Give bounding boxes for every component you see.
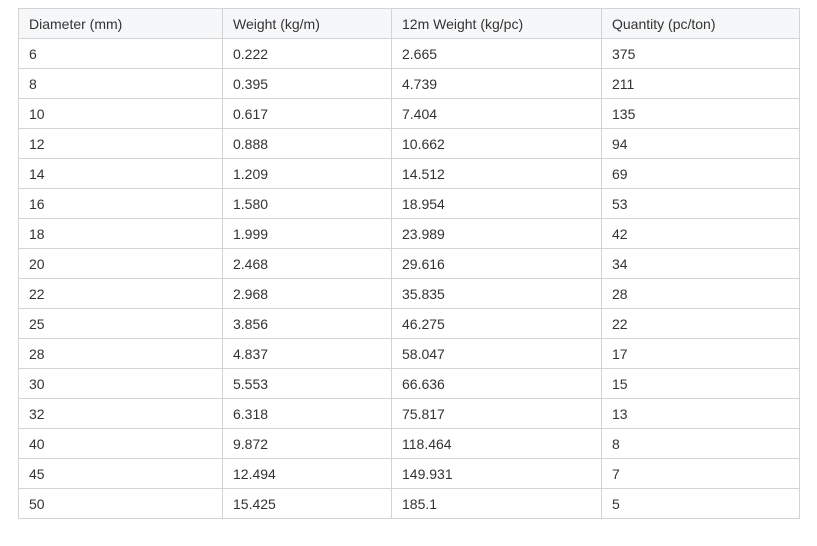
cell-12m-weight: 149.931 (391, 458, 602, 489)
table-header-row: Diameter (mm) Weight (kg/m) 12m Weight (… (18, 8, 800, 39)
cell-diameter: 28 (18, 338, 223, 369)
cell-weight: 0.222 (222, 38, 392, 69)
cell-12m-weight: 14.512 (391, 158, 602, 189)
cell-weight: 5.553 (222, 368, 392, 399)
table-row: 22 2.968 35.835 28 (18, 278, 800, 309)
cell-diameter: 25 (18, 308, 223, 339)
cell-weight: 9.872 (222, 428, 392, 459)
cell-weight: 0.617 (222, 98, 392, 129)
header-weight: Weight (kg/m) (222, 8, 392, 39)
table-body: 6 0.222 2.665 375 8 0.395 4.739 211 10 0.617 7.404… (18, 38, 800, 519)
cell-diameter: 32 (18, 398, 223, 429)
cell-12m-weight: 58.047 (391, 338, 602, 369)
header-diameter: Diameter (mm) (18, 8, 223, 39)
cell-quantity: 8 (601, 428, 800, 459)
cell-quantity: 5 (601, 488, 800, 519)
cell-weight: 12.494 (222, 458, 392, 489)
header-12m-weight: 12m Weight (kg/pc) (391, 8, 602, 39)
cell-weight: 1.580 (222, 188, 392, 219)
cell-weight: 0.395 (222, 68, 392, 99)
table-row: 18 1.999 23.989 42 (18, 218, 800, 249)
cell-12m-weight: 2.665 (391, 38, 602, 69)
cell-quantity: 34 (601, 248, 800, 279)
cell-weight: 15.425 (222, 488, 392, 519)
cell-quantity: 7 (601, 458, 800, 489)
table-row: 45 12.494 149.931 7 (18, 458, 800, 489)
cell-12m-weight: 66.636 (391, 368, 602, 399)
cell-weight: 3.856 (222, 308, 392, 339)
cell-12m-weight: 75.817 (391, 398, 602, 429)
cell-weight: 2.468 (222, 248, 392, 279)
cell-diameter: 40 (18, 428, 223, 459)
cell-diameter: 50 (18, 488, 223, 519)
cell-12m-weight: 23.989 (391, 218, 602, 249)
cell-quantity: 28 (601, 278, 800, 309)
rebar-weight-table: Diameter (mm) Weight (kg/m) 12m Weight (… (18, 8, 800, 519)
cell-12m-weight: 118.464 (391, 428, 602, 459)
table-row: 12 0.888 10.662 94 (18, 128, 800, 159)
cell-quantity: 135 (601, 98, 800, 129)
cell-diameter: 30 (18, 368, 223, 399)
cell-12m-weight: 4.739 (391, 68, 602, 99)
cell-12m-weight: 18.954 (391, 188, 602, 219)
cell-diameter: 16 (18, 188, 223, 219)
cell-quantity: 42 (601, 218, 800, 249)
cell-weight: 1.999 (222, 218, 392, 249)
cell-diameter: 45 (18, 458, 223, 489)
cell-diameter: 22 (18, 278, 223, 309)
cell-quantity: 15 (601, 368, 800, 399)
cell-12m-weight: 35.835 (391, 278, 602, 309)
cell-12m-weight: 29.616 (391, 248, 602, 279)
cell-quantity: 211 (601, 68, 800, 99)
cell-diameter: 18 (18, 218, 223, 249)
cell-12m-weight: 46.275 (391, 308, 602, 339)
cell-diameter: 6 (18, 38, 223, 69)
cell-quantity: 375 (601, 38, 800, 69)
cell-12m-weight: 10.662 (391, 128, 602, 159)
table-row: 50 15.425 185.1 5 (18, 488, 800, 519)
table-row: 30 5.553 66.636 15 (18, 368, 800, 399)
cell-quantity: 22 (601, 308, 800, 339)
table-row: 8 0.395 4.739 211 (18, 68, 800, 99)
cell-12m-weight: 7.404 (391, 98, 602, 129)
cell-weight: 0.888 (222, 128, 392, 159)
table-row: 20 2.468 29.616 34 (18, 248, 800, 279)
cell-diameter: 20 (18, 248, 223, 279)
cell-weight: 6.318 (222, 398, 392, 429)
table-row: 25 3.856 46.275 22 (18, 308, 800, 339)
table-row: 40 9.872 118.464 8 (18, 428, 800, 459)
cell-quantity: 53 (601, 188, 800, 219)
table-row: 14 1.209 14.512 69 (18, 158, 800, 189)
table-row: 10 0.617 7.404 135 (18, 98, 800, 129)
cell-diameter: 8 (18, 68, 223, 99)
table-row: 16 1.580 18.954 53 (18, 188, 800, 219)
cell-diameter: 14 (18, 158, 223, 189)
table-row: 32 6.318 75.817 13 (18, 398, 800, 429)
cell-diameter: 10 (18, 98, 223, 129)
cell-12m-weight: 185.1 (391, 488, 602, 519)
cell-quantity: 69 (601, 158, 800, 189)
cell-weight: 1.209 (222, 158, 392, 189)
cell-quantity: 17 (601, 338, 800, 369)
cell-weight: 4.837 (222, 338, 392, 369)
cell-weight: 2.968 (222, 278, 392, 309)
table-row: 6 0.222 2.665 375 (18, 38, 800, 69)
cell-quantity: 13 (601, 398, 800, 429)
header-quantity: Quantity (pc/ton) (601, 8, 800, 39)
cell-diameter: 12 (18, 128, 223, 159)
table-row: 28 4.837 58.047 17 (18, 338, 800, 369)
cell-quantity: 94 (601, 128, 800, 159)
